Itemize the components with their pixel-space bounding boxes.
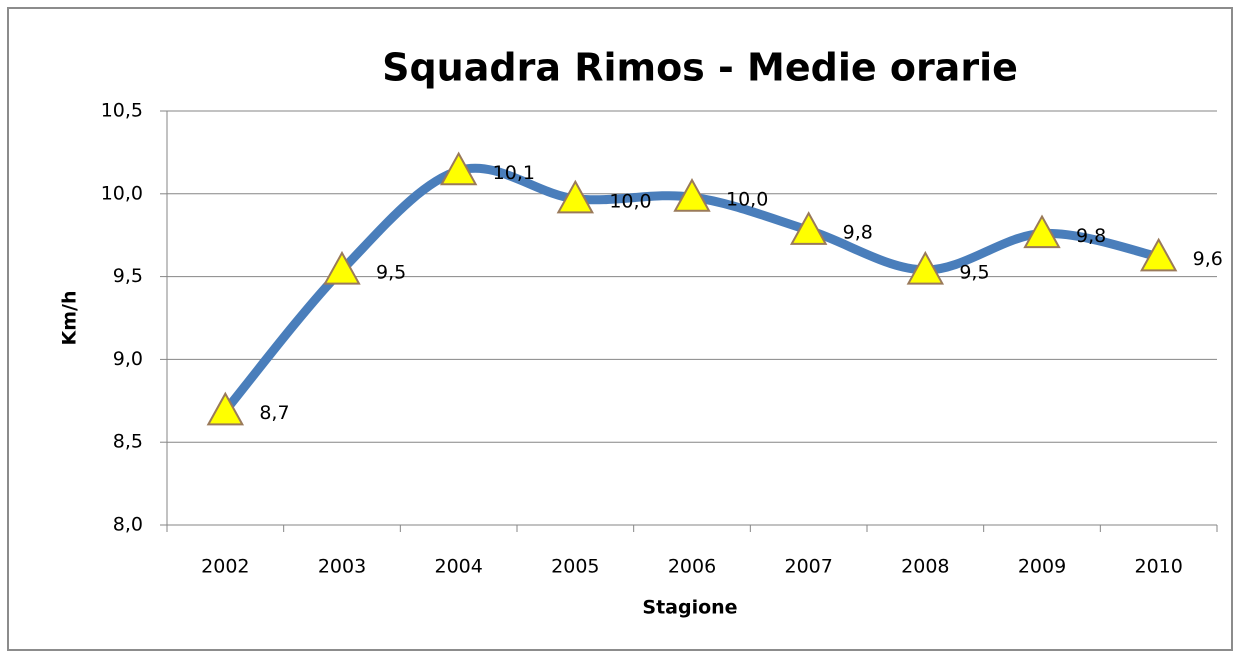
y-tick-label: 9,0 [113,348,143,370]
chart-title: Squadra Rimos - Medie orarie [382,46,1018,90]
data-label: 9,5 [959,261,989,283]
x-tick-label: 2004 [434,556,482,578]
y-axis-title: Km/h [59,291,81,346]
marker [789,211,828,245]
x-tick-label: 2002 [201,556,249,578]
marker [323,250,361,285]
marker [439,151,478,186]
marker [206,391,245,426]
data-label: 9,8 [843,222,873,244]
x-tick-label: 2006 [668,556,716,578]
y-tick-label: 10,5 [101,100,143,122]
y-tick-label: 8,0 [113,514,143,536]
x-tick-label: 2010 [1134,556,1182,578]
x-tick-label: 2003 [318,556,366,578]
data-label: 9,5 [376,261,406,283]
x-tick-label: 2007 [784,556,832,578]
data-label: 10,0 [609,190,651,212]
marker [906,250,945,285]
data-label: 10,0 [726,189,768,211]
x-axis-title: Stagione [642,597,737,619]
data-label: 8,7 [259,402,289,424]
x-tick-label: 2009 [1018,556,1066,578]
data-label: 10,1 [493,162,535,184]
y-tick-label: 9,5 [113,265,143,287]
data-label: 9,8 [1076,225,1106,247]
marker [673,178,711,212]
marker [1139,237,1178,272]
data-label: 9,6 [1193,248,1223,270]
y-tick-label: 10,0 [101,182,143,204]
chart-border [7,7,1233,651]
x-tick-label: 2008 [901,556,949,578]
y-tick-label: 8,5 [113,431,143,453]
marker [556,179,595,214]
x-tick-label: 2005 [551,556,599,578]
marker [1023,214,1061,249]
